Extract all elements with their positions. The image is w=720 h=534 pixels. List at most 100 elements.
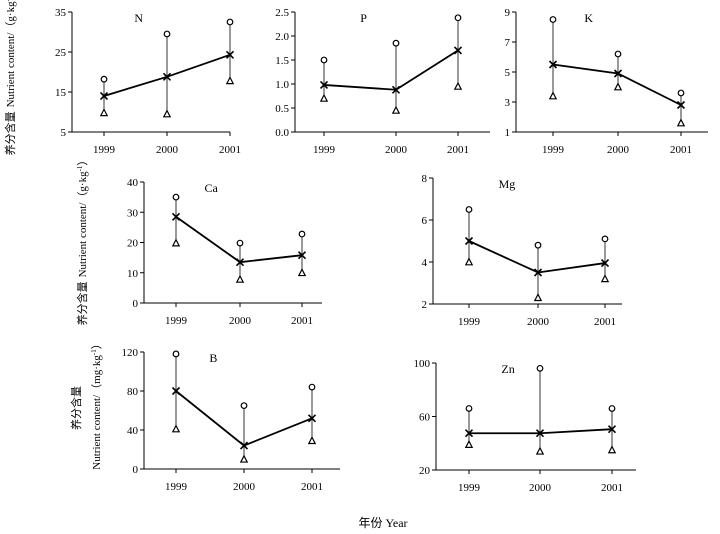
max-point: [226, 18, 234, 26]
y-tick-label: 9: [505, 7, 511, 19]
max-point: [677, 89, 685, 97]
max-point: [601, 235, 609, 243]
y-tick-label: 120: [122, 347, 139, 359]
panel-title: N: [134, 11, 143, 25]
y-tick-label: 15: [55, 87, 67, 99]
ylabel-en: Nutrient content/（g·kg: [4, 1, 17, 108]
y-tick-label: 10: [127, 268, 139, 280]
y-tick-label: 2.5: [275, 7, 289, 19]
max-point: [172, 350, 180, 358]
mean-series-line: [175, 216, 303, 264]
max-point: [320, 56, 328, 64]
x-tick-label: 1999: [93, 144, 116, 156]
min-point: [600, 274, 610, 283]
mean-point: [613, 69, 623, 78]
mean-point: [391, 85, 401, 94]
ylabel-en: Nutrient content/（mg·kg: [90, 355, 103, 470]
mean-point: [307, 414, 317, 423]
min-point: [225, 76, 235, 85]
x-tick-label: 2001: [291, 315, 313, 327]
max-point: [614, 50, 622, 58]
panel-title: P: [360, 11, 367, 25]
mean-point: [533, 268, 543, 277]
panel-p: 0.0 0.5 1.0 1.5 2.0 2.5 1999 2000 2001 P: [275, 7, 490, 156]
y-tick-label: 2: [422, 299, 428, 311]
ylabel-cn: 养分含量: [3, 111, 17, 155]
y-tick-label: 5: [505, 67, 511, 79]
ylabel-mg-cn: 养分含量: [69, 386, 83, 430]
panel-title: Ca: [205, 181, 219, 195]
min-point: [391, 105, 401, 114]
min-point: [607, 445, 617, 454]
y-tick-label: 0: [133, 464, 139, 476]
y-tick-label: 0.0: [275, 127, 289, 139]
xlabel: 年份 Year: [358, 516, 407, 530]
ylabel-en: Nutrient content/（g·kg: [76, 171, 89, 278]
x-tick-label: 2001: [447, 144, 469, 156]
y-tick-label: 40: [127, 425, 139, 437]
max-point: [163, 30, 171, 38]
y-tick-label: 35: [55, 7, 67, 19]
ylabel-sup: -1: [4, 0, 12, 1]
min-point: [99, 108, 109, 117]
y-tick-label: 1: [505, 127, 511, 139]
x-tick-label: 2000: [527, 316, 550, 328]
min-point: [453, 81, 463, 90]
mean-point: [162, 72, 172, 81]
y-tick-label: 20: [419, 465, 431, 477]
svg-text:养分含量Nutrient content/（g·kg-1）: 养分含量Nutrient content/（g·kg-1）: [3, 0, 17, 155]
min-point: [464, 439, 474, 448]
panel-k: 1 3 5 7 9 1999 2000 2001 K: [505, 7, 708, 156]
max-point: [308, 383, 316, 391]
x-tick-label: 2001: [670, 144, 692, 156]
max-point: [172, 193, 180, 201]
y-tick-label: 1.5: [275, 55, 289, 67]
x-tick-label: 2000: [156, 144, 179, 156]
x-tick-label: 1999: [165, 315, 188, 327]
svg-text:Nutrient content/（mg·kg-1）: Nutrient content/（mg·kg-1）: [90, 338, 103, 469]
mean-point: [99, 91, 109, 101]
panel-ca: 0 10 20 30 40 1999 2000 2001 Ca: [127, 177, 322, 327]
mean-point: [319, 80, 329, 90]
max-point: [454, 14, 462, 22]
panel-mg: 2 4 6 8 1999 2000 2001 Mg: [422, 173, 622, 328]
mean-series-line: [323, 49, 459, 91]
ylabel-g-row1: 养分含量Nutrient content/（g·kg-1）: [3, 0, 17, 155]
min-point: [535, 446, 545, 455]
mean-point: [600, 258, 610, 268]
x-tick-label: 2000: [385, 144, 408, 156]
mean-point: [171, 386, 181, 396]
max-point: [608, 405, 616, 412]
x-tick-label: 2000: [229, 315, 252, 327]
panel-title: K: [584, 11, 593, 25]
y-tick-label: 5: [61, 127, 67, 139]
x-tick-label: 1999: [542, 144, 565, 156]
y-tick-label: 80: [127, 386, 139, 398]
max-point: [549, 16, 557, 23]
mean-point: [548, 60, 558, 69]
ylabel-cn: 养分含量: [75, 281, 89, 325]
panel-zn: 20 60 100 1999 2000 2001 Zn: [414, 358, 636, 494]
mean-point: [676, 100, 686, 110]
max-point: [465, 206, 473, 213]
max-point: [298, 230, 306, 238]
mean-point: [464, 236, 474, 246]
mean-point: [535, 429, 545, 438]
max-point: [100, 75, 108, 83]
min-point: [171, 424, 181, 433]
panel-b: 0 40 80 120 1999 2000 2001 B: [122, 347, 340, 493]
max-point: [392, 39, 400, 47]
ylabel-g-row2: 养分含量 Nutrient content/（g·kg-1）: [75, 155, 89, 326]
mean-point: [239, 441, 249, 450]
mean-point: [225, 50, 235, 59]
y-tick-label: 40: [127, 177, 139, 189]
mean-point: [453, 46, 463, 55]
y-tick-label: 3: [505, 97, 511, 109]
y-tick-label: 30: [127, 207, 139, 219]
ylabel-sup: -1: [90, 349, 98, 355]
ylabel-close: ）: [90, 338, 103, 349]
min-point: [235, 274, 245, 283]
y-tick-label: 60: [419, 412, 431, 424]
mean-point: [171, 212, 181, 221]
